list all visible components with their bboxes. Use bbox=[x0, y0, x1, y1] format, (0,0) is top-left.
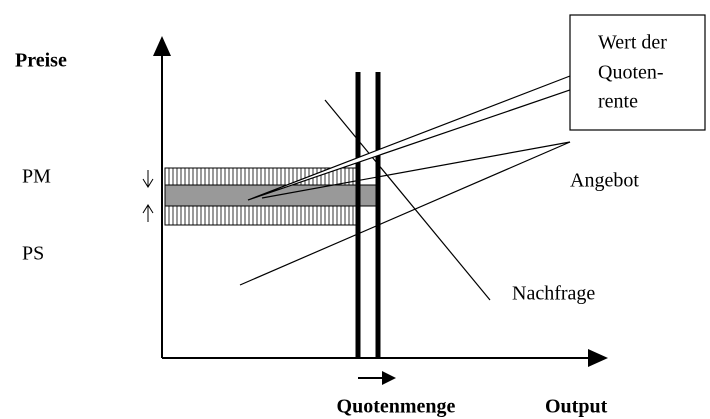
quota-label: Quotenmenge bbox=[337, 396, 456, 418]
callout-box bbox=[569, 14, 706, 131]
price-label: PS bbox=[22, 243, 44, 265]
callout-text: Quoten- bbox=[598, 62, 664, 84]
y-axis-arrow bbox=[153, 36, 171, 56]
price-label: PM bbox=[22, 166, 51, 188]
supply-curve bbox=[239, 141, 571, 286]
down-arrow-head bbox=[142, 178, 154, 188]
x-axis-arrow bbox=[588, 349, 608, 367]
callout-pointer bbox=[261, 141, 571, 199]
supply-label: Angebot bbox=[570, 170, 639, 192]
x-axis-label: Output bbox=[545, 396, 608, 418]
demand-curve bbox=[324, 99, 491, 301]
demand-label: Nachfrage bbox=[512, 283, 595, 305]
y-axis-label: Preise bbox=[15, 50, 67, 72]
quota-shift-arrow-head bbox=[382, 371, 396, 385]
gray-band bbox=[164, 184, 379, 207]
callout-text: rente bbox=[598, 91, 638, 113]
lower-hatched-band bbox=[164, 205, 359, 226]
up-arrow-head bbox=[142, 204, 154, 214]
callout-pointer bbox=[247, 75, 571, 201]
callout-text: Wert der bbox=[598, 32, 667, 54]
